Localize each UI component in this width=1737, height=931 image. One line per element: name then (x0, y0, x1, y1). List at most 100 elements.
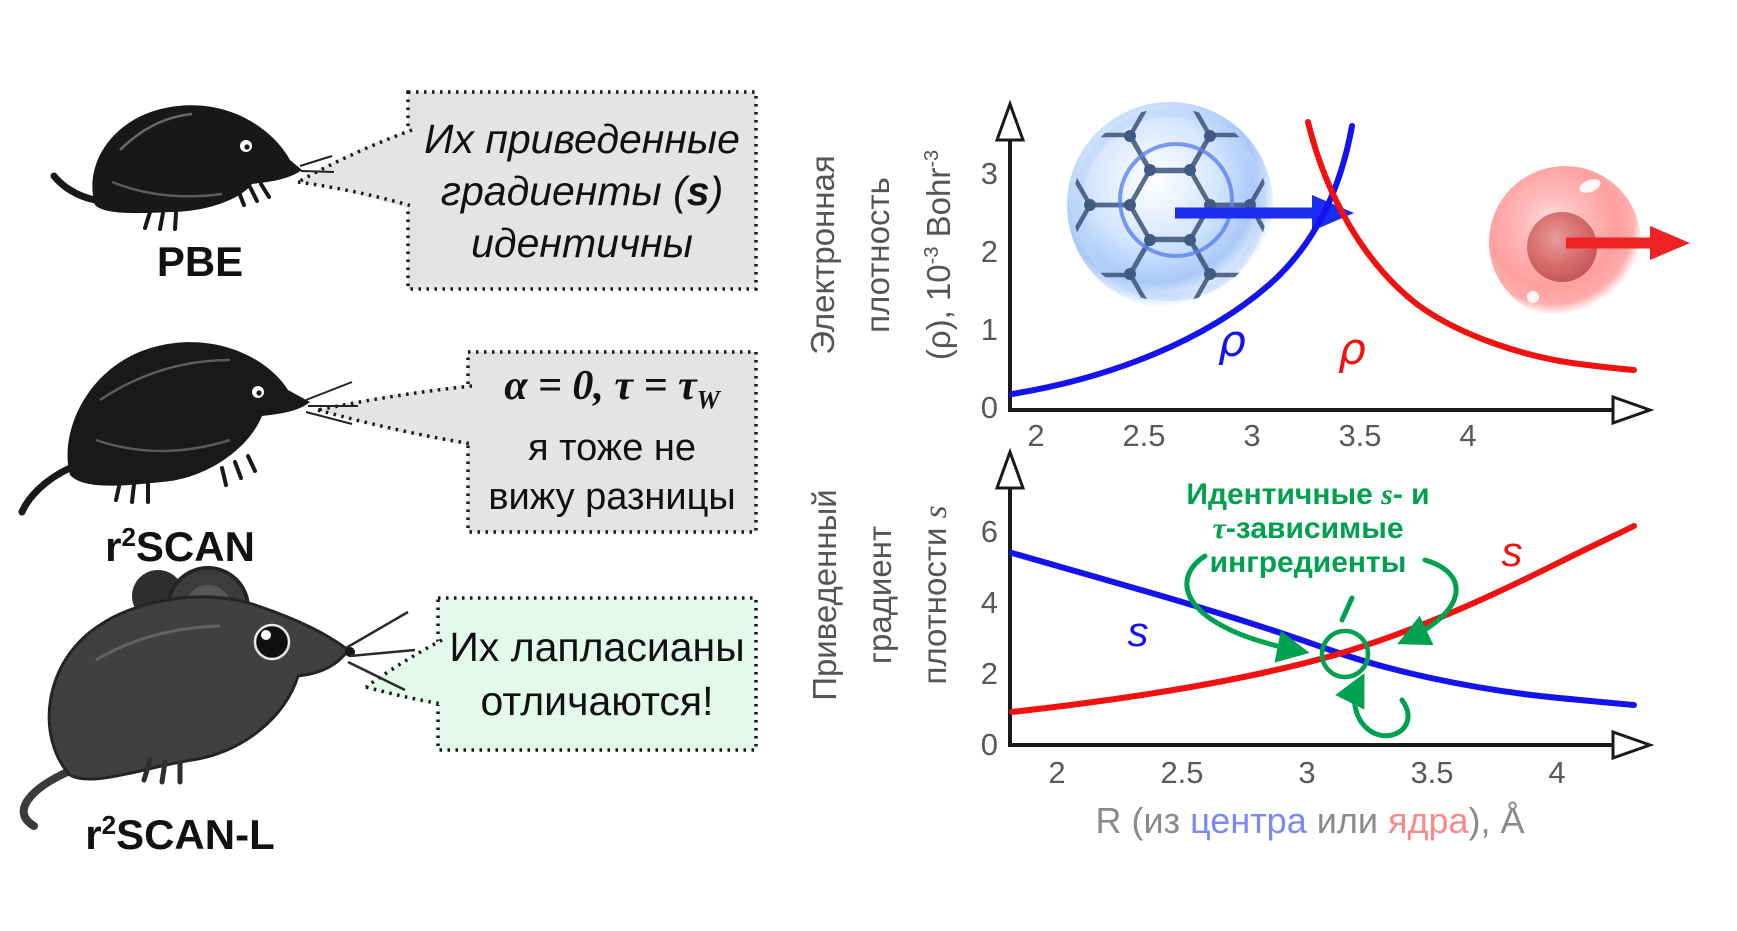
xaxis-label-post: ), Å (1468, 800, 1525, 841)
r2scan-rest: SCAN (135, 523, 255, 570)
annotation-line-1: Идентичные s- и (1186, 478, 1430, 511)
r2scan-superscript: 2 (121, 522, 136, 552)
mole-whiskers (299, 155, 335, 173)
r2scanl-superscript: 2 (101, 810, 117, 840)
top-yaxis-arrow (994, 99, 1026, 142)
bottom-ylabel-line2: градиент (860, 525, 898, 665)
speech-bubble-3-box (364, 596, 758, 752)
r2scanl-prefix: r (85, 811, 102, 858)
speech-bubble-1-text: Их приведенные градиенты (s) идентичны (408, 92, 756, 289)
bubble-1-line-1: Их приведенные (424, 115, 740, 162)
bubble-1-line-2: градиенты (s) (440, 167, 724, 214)
speech-bubble-2-text: α = 0, τ = τW я тоже не вижу разницы (468, 352, 756, 532)
xaxis-label-pre: R (из (1095, 800, 1191, 841)
top-ytick-0: 0 (980, 390, 998, 425)
mole-tail (50, 172, 99, 204)
bubble-2-line-3: вижу разницы (488, 476, 736, 519)
annotation-line-3: ингредиенты (1209, 546, 1407, 579)
bottom-red-curve-label: s (1501, 528, 1523, 575)
bottom-plot-axes (994, 447, 1655, 761)
bubble-3-line-1: Их лапласианы (449, 624, 745, 670)
red-direction-arrow (1566, 226, 1690, 260)
shrew-claws (114, 480, 150, 504)
bottom-xtick-2_5: 2.5 (1160, 755, 1204, 790)
xaxis-label-mid: или (1306, 800, 1388, 841)
atom-inset (1489, 166, 1641, 318)
mole-claws (143, 210, 178, 231)
annotation-arrow-right (1397, 557, 1459, 646)
mouse-whiskers (345, 610, 416, 692)
bottom-blue-curve-label: s (1127, 608, 1149, 655)
bubble-2-math-line: α = 0, τ = τW (504, 362, 720, 415)
fullerene-inner-ring (1118, 142, 1234, 258)
top-blue-density-curve (1009, 123, 1355, 397)
mouse-paws (141, 757, 183, 785)
mouse-eye (253, 623, 291, 661)
bubble-2-line-2: я тоже не (527, 427, 697, 470)
bubble-1-line-3: идентичны (471, 219, 693, 266)
top-red-curve-label: ρ (1338, 324, 1366, 375)
mole-illustration (50, 105, 335, 231)
bubble-1-tail (296, 128, 414, 210)
speech-bubble-2-box (316, 350, 758, 534)
r2scanl-rest: SCAN-L (116, 811, 275, 858)
top-ytick-3: 3 (980, 156, 998, 191)
top-xtick-3: 3 (1243, 418, 1261, 453)
mouse-tail (19, 766, 76, 830)
speech-bubble-1-box (296, 90, 758, 291)
bottom-ytick-4: 4 (980, 585, 998, 620)
shrew-tail (18, 464, 74, 516)
bottom-red-gradient-curve (1009, 523, 1637, 715)
annotation-graphics (1184, 553, 1459, 739)
bottom-xaxis-arrow (1611, 729, 1655, 761)
mouse-illustration (19, 566, 416, 830)
annotation-dash (1339, 595, 1355, 623)
shrew-body (67, 342, 310, 486)
speech-bubble-3-text: Их лапласианы отличаются! (438, 598, 756, 750)
s-symbol: s (686, 167, 710, 214)
bottom-xtick-3: 3 (1298, 755, 1316, 790)
bubble-2-tail (316, 384, 474, 446)
r2scanl-label: r2SCAN-L (70, 810, 290, 859)
alpha-symbol: α (504, 362, 528, 409)
bottom-blue-gradient-curve (1009, 550, 1637, 708)
pbe-label: PBE (156, 238, 244, 285)
annotation-arrow-left (1184, 553, 1310, 663)
top-xtick-3_5: 3.5 (1338, 418, 1382, 453)
xaxis-label-center-word: центра (1190, 800, 1307, 841)
fullerene-inset (1067, 102, 1273, 308)
xaxis-label: R (из центра или ядра), Å (1020, 800, 1600, 842)
top-plot-axes (994, 99, 1655, 426)
top-plot-ylabel: Электронная плотность (ρ), 10-3 Bohr-3 (795, 75, 965, 435)
tau-symbol: τ (614, 362, 634, 409)
bottom-plot-ylabel: Приведенный градиент плотности s (795, 415, 965, 775)
bottom-xtick-4: 4 (1548, 755, 1566, 790)
shrew-illustration (18, 342, 358, 516)
top-ytick-1: 1 (980, 312, 998, 347)
bottom-ytick-2: 2 (980, 656, 998, 691)
bubble-3-tail (364, 638, 444, 706)
top-xtick-2_5: 2.5 (1122, 418, 1166, 453)
bottom-xtick-2: 2 (1048, 755, 1066, 790)
top-ytick-2: 2 (980, 234, 998, 269)
identical-ingredients-annotation: Идентичные s- и τ-зависимые ингредиенты (1138, 478, 1478, 580)
bottom-ytick-6: 6 (980, 514, 998, 549)
annotation-arrow-loop (1335, 673, 1411, 739)
bottom-ylabel-line1: Приведенный (805, 489, 843, 701)
r2scan-prefix: r (105, 523, 122, 570)
top-xaxis-arrow (1611, 394, 1655, 426)
top-xtick-4: 4 (1459, 418, 1477, 453)
top-blue-curve-label: ρ (1218, 316, 1246, 367)
top-ylabel-line1: Электронная (803, 155, 841, 355)
mouse-body (47, 595, 351, 781)
top-ylabel-line2: плотность (858, 177, 896, 333)
bubble-3-line-2: отличаются! (480, 678, 714, 724)
bottom-yaxis-arrow (994, 447, 1026, 490)
annotation-line-2: τ-зависимые (1212, 512, 1404, 545)
top-xtick-2: 2 (1027, 418, 1045, 453)
bottom-ytick-0: 0 (980, 727, 998, 762)
r2scan-label: r2SCAN (90, 522, 270, 571)
mouse-nose (345, 647, 355, 657)
